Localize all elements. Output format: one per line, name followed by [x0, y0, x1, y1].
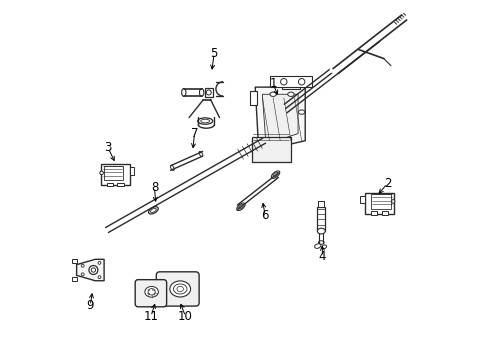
Ellipse shape [89, 266, 98, 274]
Polygon shape [269, 76, 312, 87]
Bar [72, 277, 77, 281]
Ellipse shape [156, 285, 164, 293]
Ellipse shape [269, 92, 276, 96]
Text: 10: 10 [178, 310, 193, 323]
Ellipse shape [98, 276, 101, 279]
Bar [371, 194, 390, 208]
Bar [318, 201, 324, 207]
Ellipse shape [199, 89, 203, 96]
Ellipse shape [288, 83, 292, 87]
Bar [103, 166, 123, 180]
FancyBboxPatch shape [156, 272, 199, 306]
Text: 5: 5 [210, 47, 217, 60]
Ellipse shape [169, 281, 190, 297]
Polygon shape [251, 137, 290, 162]
Ellipse shape [197, 118, 212, 124]
Bar [282, 82, 299, 89]
Ellipse shape [273, 172, 277, 177]
Ellipse shape [321, 245, 326, 249]
Ellipse shape [317, 228, 325, 234]
Ellipse shape [199, 151, 203, 157]
Bar [117, 183, 123, 186]
Ellipse shape [390, 200, 394, 203]
Ellipse shape [148, 289, 155, 295]
Bar [101, 164, 130, 185]
Ellipse shape [238, 204, 243, 209]
Ellipse shape [298, 110, 304, 114]
Ellipse shape [318, 241, 324, 244]
Ellipse shape [81, 273, 84, 276]
Text: 3: 3 [104, 141, 111, 154]
Polygon shape [262, 94, 298, 144]
Bar [204, 88, 212, 97]
Ellipse shape [181, 89, 185, 96]
Bar [317, 207, 325, 231]
Bar [130, 167, 134, 175]
Bar [72, 259, 77, 263]
Bar [381, 211, 387, 215]
Polygon shape [77, 259, 104, 281]
Ellipse shape [81, 264, 84, 267]
Text: 1: 1 [269, 77, 276, 90]
Ellipse shape [298, 78, 304, 85]
Text: 8: 8 [150, 181, 158, 194]
Text: 11: 11 [143, 310, 158, 323]
Text: 7: 7 [190, 127, 198, 140]
Text: 2: 2 [383, 177, 390, 190]
Text: 9: 9 [86, 299, 94, 312]
Bar [250, 91, 256, 105]
Ellipse shape [201, 119, 209, 123]
Bar [360, 196, 364, 203]
Ellipse shape [236, 203, 244, 211]
Ellipse shape [100, 171, 103, 175]
Text: 4: 4 [318, 250, 325, 263]
Ellipse shape [280, 78, 286, 85]
Ellipse shape [148, 207, 158, 214]
Bar [370, 211, 377, 215]
Ellipse shape [271, 171, 279, 179]
Ellipse shape [98, 261, 101, 264]
Bar [106, 183, 113, 186]
FancyBboxPatch shape [135, 280, 166, 307]
Polygon shape [255, 87, 305, 152]
Ellipse shape [287, 92, 294, 96]
Text: 6: 6 [261, 209, 268, 222]
Ellipse shape [158, 287, 163, 291]
Bar [364, 193, 393, 213]
Ellipse shape [314, 244, 320, 248]
Ellipse shape [170, 165, 174, 170]
Ellipse shape [144, 287, 158, 297]
Ellipse shape [206, 90, 211, 95]
Ellipse shape [173, 284, 186, 294]
Ellipse shape [91, 268, 95, 272]
Ellipse shape [177, 286, 183, 292]
Ellipse shape [150, 208, 156, 212]
